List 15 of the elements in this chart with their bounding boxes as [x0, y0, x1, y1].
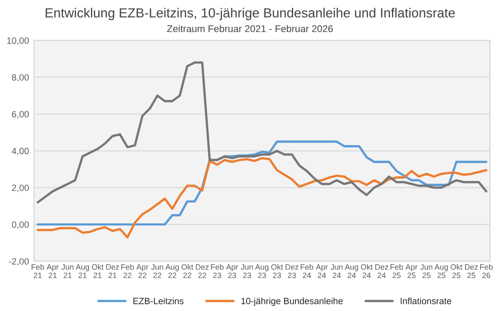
- y-tick-label: 10,00: [7, 37, 29, 45]
- legend-label: EZB-Leitzins: [133, 298, 184, 304]
- y-tick-label: 6,00: [12, 111, 29, 118]
- line-series: [36, 61, 488, 204]
- y-tick-label: 8,00: [12, 74, 29, 82]
- chart-subtitle: Zeitraum Februar 2021 - Februar 2026: [167, 25, 333, 32]
- y-tick-label: 2,00: [12, 184, 29, 192]
- legend-label: Inflationsrate: [400, 298, 452, 304]
- y-tick-label: 0,00: [12, 221, 29, 229]
- chart-title: Entwicklung EZB-Leitzins, 10-jährige Bundesanleihe und Inflationsrate: [46, 8, 455, 20]
- line-series: [36, 157, 488, 238]
- y-tick-label: -2,00: [8, 258, 29, 266]
- legend-label: 10-jährige Bundesanleihe: [241, 298, 343, 306]
- line-series: [36, 140, 488, 226]
- y-tick-label: 4,00: [12, 148, 29, 156]
